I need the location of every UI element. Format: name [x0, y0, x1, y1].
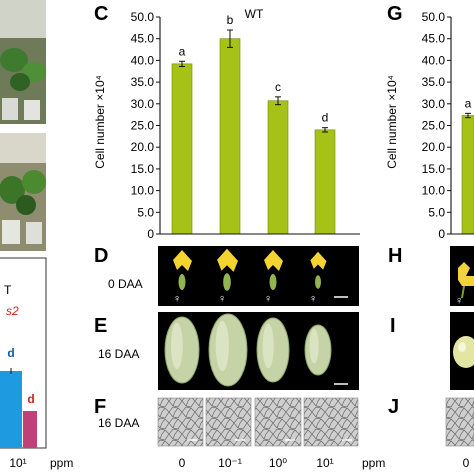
x-tick-label: 10⁻¹: [218, 456, 242, 470]
chart-g-y-tick-label: 50.0: [422, 10, 446, 24]
female-symbol: ♀: [173, 293, 181, 305]
chart-c-significance-letter: d: [322, 111, 329, 125]
chart-c-significance-letter: c: [275, 80, 281, 94]
panel-label-j: J: [388, 396, 399, 418]
panel-d: D 0 DAA ♀ ♀ ♀ ♀: [94, 245, 359, 306]
chart-c-y-tick-label: 35.0: [131, 75, 155, 89]
chart-g-y-tick-label: 35.0: [422, 75, 446, 89]
micrograph-right: [445, 397, 474, 447]
left-chart-fragment: T s2 d d 10¹ ppm: [0, 257, 73, 470]
chart-c-y-ticks: 0 5.0 10.0 15.0 20.0 25.0 30.0 35.0 40.0 45.0 50.0: [131, 10, 160, 241]
panel-label-c: C: [94, 3, 108, 25]
panel-label-f: F: [94, 396, 106, 418]
legend-line-1: T: [4, 283, 12, 297]
chart-g-y-tick-label: 40.0: [422, 53, 446, 67]
panel-label-e: E: [94, 315, 107, 337]
micrograph-row: [157, 397, 359, 447]
chart-c-y-tick-label: 15.0: [131, 162, 155, 176]
chart-g-y-tick-label: 10.0: [422, 184, 446, 198]
letter-red: d: [27, 392, 34, 406]
shared-x-ticks: 0 10⁻¹ 10⁰ 10¹: [179, 456, 334, 470]
cell-micrograph: [205, 397, 252, 447]
flower-photo-strip: [158, 246, 359, 306]
cucumber-fruit: [208, 313, 248, 387]
chart-c-bars: a b c d: [171, 13, 336, 235]
chart-g-significance-letter: a: [465, 96, 472, 110]
flower: ♀: [264, 250, 283, 305]
flower: ♀: [173, 250, 192, 305]
chart-c-bar: [219, 38, 241, 235]
chart-c-y-tick-label: 45.0: [131, 32, 155, 46]
chart-c-y-tick-label: 20.0: [131, 140, 155, 154]
x-unit: ppm: [362, 456, 385, 470]
cucumber-fruit: [164, 316, 200, 384]
panel-e: E 16 DAA: [94, 312, 359, 390]
chart-c-title: WT: [245, 7, 264, 21]
chart-c-significance-letter: b: [227, 13, 234, 27]
row-label-d: 0 DAA: [108, 277, 143, 291]
letter-blue: d: [7, 346, 14, 360]
pink-bar: [23, 411, 37, 448]
female-symbol: ♀: [309, 293, 317, 305]
chart-g-y-ticks: 0 5.0 10.0 15.0 20.0 25.0 30.0 35.0 40.0 45.0 50.0: [422, 10, 451, 241]
chart-c-y-tick-label: 40.0: [131, 53, 155, 67]
left-photo-strip: [0, 0, 46, 251]
cucumber-fruit: [256, 317, 290, 383]
female-symbol: ♀: [264, 293, 272, 305]
left-x-tick: 10¹: [9, 456, 26, 470]
chart-g-y-tick-label: 25.0: [422, 119, 446, 133]
chart-c-bar: [171, 63, 193, 235]
flower: ♀: [217, 248, 238, 305]
chart-c-y-tick-label: 25.0: [131, 119, 155, 133]
chart-g-y-tick-label: 15.0: [422, 162, 446, 176]
right-fragment: H ♀ I J 0: [388, 245, 474, 470]
cell-micrograph: [303, 397, 359, 447]
cell-micrograph: [254, 397, 302, 447]
female-symbol-right: ♀: [455, 295, 463, 307]
legend-line-2: s2: [6, 304, 19, 318]
panel-c-chart: C WT Cell number ×10⁴ 0 5.0 10.0 15.0 20.0 25…: [93, 3, 360, 241]
right-x-tick: 0: [463, 456, 470, 470]
chart-c-significance-letter: a: [179, 44, 186, 58]
chart-c-bar: [314, 129, 336, 235]
chart-c-y-tick-label: 10.0: [131, 184, 155, 198]
chart-g-bars: a: [461, 96, 474, 235]
chart-g-y-tick-label: 5.0: [428, 205, 445, 219]
panel-label-i: I: [390, 315, 396, 337]
chart-g-y-tick-label: 45.0: [422, 32, 446, 46]
x-tick-label: 10⁰: [269, 456, 287, 470]
x-tick-label: 10¹: [316, 456, 333, 470]
cell-micrograph: [157, 397, 204, 447]
panel-g-chart: G Cell number ×10⁴ 0 5.0 10.0 15.0 20.0 25.0 3…: [385, 3, 474, 241]
chart-g-y-tick-label: 30.0: [422, 97, 446, 111]
chart-c-y-tick-label: 5.0: [137, 205, 154, 219]
row-label-e: 16 DAA: [98, 347, 139, 361]
panel-f: F 16 DAA 0 10⁻¹ 10⁰ 10¹ ppm: [94, 396, 385, 470]
blue-bar: [0, 371, 22, 448]
chart-g-y-tick-label: 0: [438, 227, 445, 241]
flower-row: ♀ ♀ ♀ ♀: [173, 248, 327, 305]
chart-c-y-tick-label: 50.0: [131, 10, 155, 24]
panel-label-d: D: [94, 245, 108, 267]
chart-c-y-tick-label: 0: [147, 227, 154, 241]
chart-c-ylabel: Cell number ×10⁴: [93, 75, 107, 169]
chart-g-y-tick-label: 20.0: [422, 140, 446, 154]
fruit-row: [164, 313, 332, 387]
cucumber-fruit: [304, 324, 332, 376]
row-label-f: 16 DAA: [98, 416, 139, 430]
panel-label-g: G: [387, 3, 403, 25]
chart-g-bar: [461, 115, 474, 235]
left-x-unit: ppm: [50, 456, 73, 470]
chart-g-ylabel: Cell number ×10⁴: [385, 75, 399, 169]
chart-c-bar: [267, 100, 289, 235]
panel-label-h: H: [388, 245, 402, 267]
chart-c-y-tick-label: 30.0: [131, 97, 155, 111]
x-tick-label: 0: [179, 456, 186, 470]
flower: ♀: [309, 251, 327, 305]
female-symbol: ♀: [218, 293, 226, 305]
